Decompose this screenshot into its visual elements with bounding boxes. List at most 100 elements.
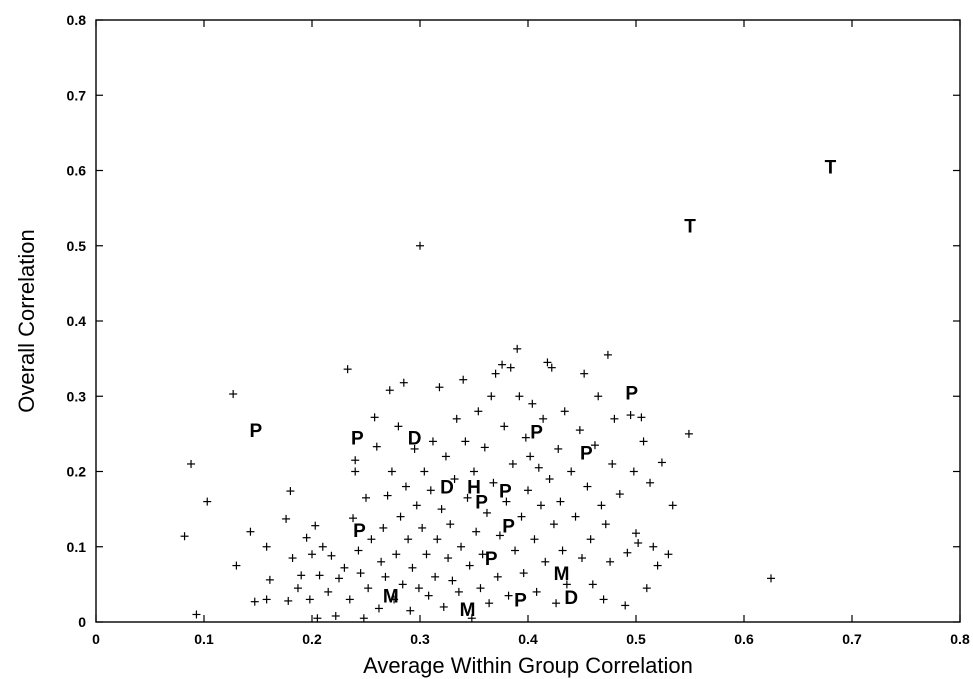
scatter-point [424, 591, 433, 600]
scatter-point [594, 392, 603, 401]
scatter-point [556, 497, 565, 506]
scatter-point [498, 360, 507, 369]
scatter-point [446, 520, 455, 529]
x-axis-title: Average Within Group Correlation [363, 653, 693, 678]
y-tick-label: 0.3 [67, 388, 87, 404]
scatter-point [315, 571, 324, 580]
scatter-point [293, 584, 302, 593]
scatter-point [560, 407, 569, 416]
scatter-point [467, 614, 476, 623]
scatter-point [381, 572, 390, 581]
scatter-point [767, 574, 775, 583]
scatter-point [571, 512, 580, 521]
y-tick-label: 0.1 [67, 539, 87, 555]
y-tick-label: 0.6 [67, 163, 87, 179]
scatter-point [530, 535, 539, 544]
scatter-point [511, 546, 520, 555]
y-tick-label: 0.5 [67, 238, 87, 254]
scatter-point [493, 572, 502, 581]
labeled-point: D [440, 478, 454, 499]
scatter-point [626, 411, 635, 420]
scatter-point [232, 561, 241, 570]
scatter-point [331, 611, 340, 620]
scatter-point [305, 595, 314, 604]
scatter-point [359, 614, 368, 623]
scatter-point [629, 467, 638, 476]
scatter-point [480, 443, 489, 452]
scatter-point [526, 452, 535, 461]
scatter-point [539, 414, 548, 423]
data-points [180, 241, 775, 623]
scatter-point [495, 531, 504, 540]
labeled-point: P [353, 521, 366, 542]
labeled-point: H [467, 478, 481, 499]
scatter-point [590, 441, 599, 450]
scatter-point [192, 610, 201, 619]
scatter-point [367, 535, 376, 544]
scatter-point [387, 467, 396, 476]
scatter-point [517, 512, 526, 521]
scatter-point [203, 497, 212, 506]
scatter-point [284, 596, 293, 605]
x-tick-label: 0 [92, 631, 100, 647]
scatter-point [668, 501, 677, 510]
scatter-point [632, 529, 640, 538]
labeled-point: P [530, 423, 543, 444]
scatter-point [482, 508, 491, 517]
scatter-point [463, 493, 472, 502]
scatter-point [351, 467, 360, 476]
scatter-point [580, 369, 589, 378]
scatter-point [532, 587, 541, 596]
scatter-point [282, 514, 291, 523]
scatter-point [524, 486, 532, 495]
scatter-point [335, 574, 343, 583]
scatter-point [470, 467, 478, 476]
scatter-point [394, 422, 403, 431]
scatter-point [603, 350, 612, 359]
scatter-point [536, 501, 545, 510]
axis-ticks [95, 19, 961, 623]
scatter-point [308, 550, 316, 559]
scatter-point [547, 363, 556, 372]
scatter-point [653, 561, 662, 570]
scatter-point [297, 571, 306, 580]
scatter-point [528, 399, 537, 408]
labeled-point: T [825, 158, 837, 179]
scatter-point [502, 497, 511, 506]
scatter-point [340, 563, 349, 572]
scatter-point [324, 587, 333, 596]
scatter-point [583, 482, 592, 491]
scatter-point [364, 584, 373, 593]
scatter-point [610, 414, 619, 423]
scatter-point [452, 414, 461, 423]
scatter-point [448, 576, 457, 585]
scatter-point [437, 505, 446, 514]
scatter-point [664, 550, 673, 559]
x-tick-label: 0.5 [626, 631, 646, 647]
scatter-point [349, 514, 358, 523]
labeled-point: M [383, 587, 399, 608]
scatter-point [265, 575, 274, 584]
labeled-point: P [499, 481, 512, 502]
x-tick-label: 0.6 [734, 631, 754, 647]
scatter-point [646, 478, 655, 487]
scatter-point [521, 433, 530, 442]
scatter-point [621, 601, 630, 610]
labeled-point: M [554, 564, 570, 585]
scatter-point [459, 375, 468, 384]
scatter-point [422, 550, 431, 559]
scatter-point [318, 542, 327, 551]
scatter-point [406, 606, 415, 615]
scatter-point [377, 557, 386, 566]
scatter-point [684, 429, 693, 438]
scatter-point [506, 363, 515, 372]
scatter-point [639, 437, 648, 446]
scatter-point [519, 569, 528, 578]
scatter-point [608, 459, 617, 468]
labeled-point: P [485, 549, 498, 570]
x-tick-label: 0.3 [410, 631, 430, 647]
scatter-point [418, 523, 427, 532]
scatter-point [474, 407, 483, 416]
scatter-point [396, 512, 405, 521]
